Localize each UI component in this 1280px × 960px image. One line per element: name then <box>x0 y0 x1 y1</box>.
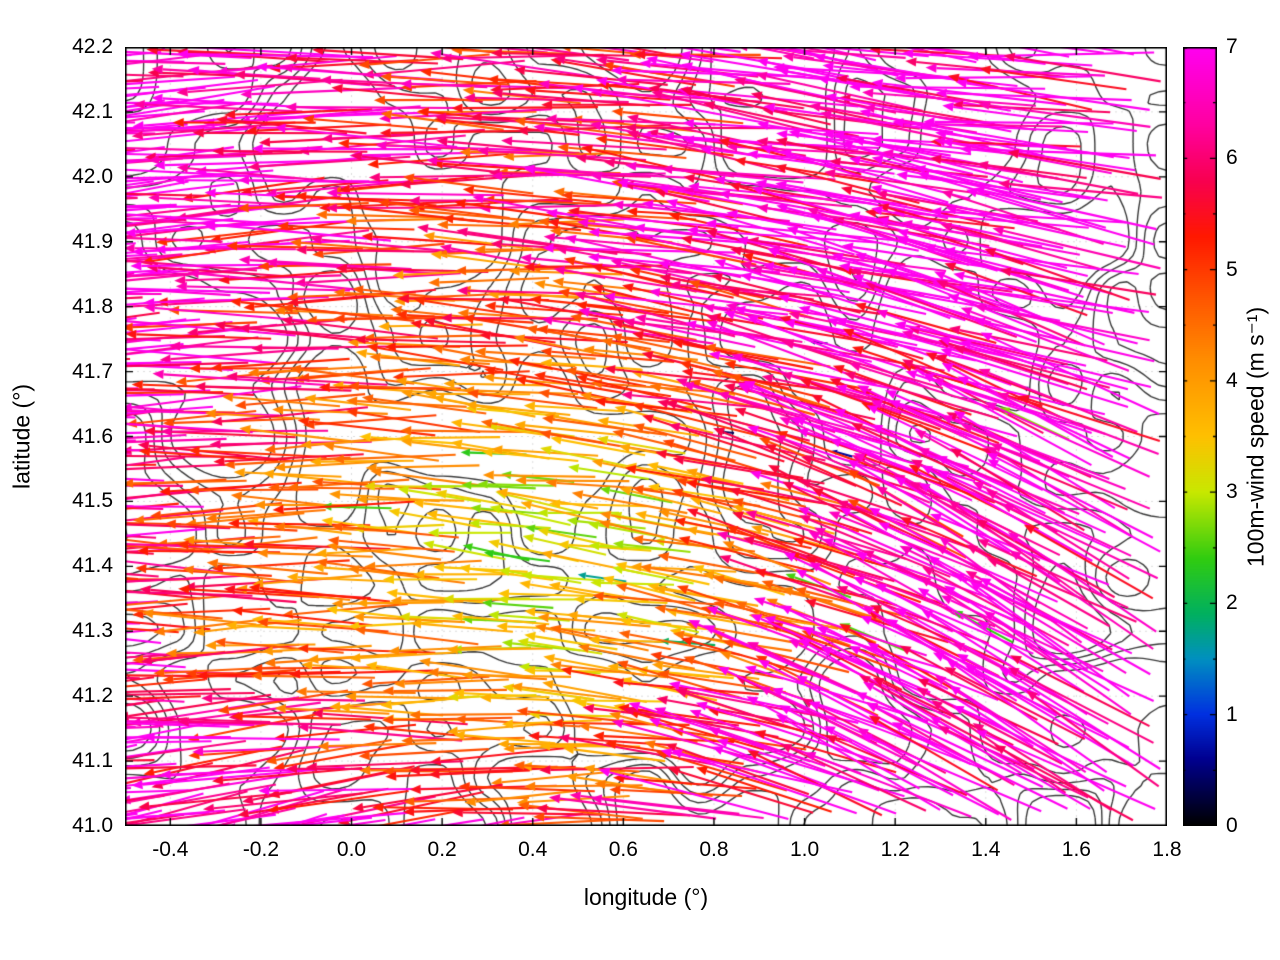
colorbar-tick-label: 3 <box>1226 480 1238 504</box>
y-tick-label: 41.5 <box>72 489 113 513</box>
x-tick-label: 0.4 <box>518 838 548 861</box>
y-tick-label: 41.8 <box>72 294 113 318</box>
y-tick-label: 41.7 <box>72 359 113 383</box>
y-axis-label: latitude (°) <box>8 383 35 490</box>
x-tick-label: -0.2 <box>242 838 279 861</box>
colorbar-tick-label: 1 <box>1226 702 1238 726</box>
x-tick-label: 1.0 <box>789 838 820 861</box>
y-tick-label: 41.1 <box>72 749 113 773</box>
x-tick-label: 0.6 <box>608 838 638 861</box>
y-tick-label: 42.2 <box>72 35 113 58</box>
colorbar-tick-label: 6 <box>1226 146 1238 170</box>
x-axis-label: longitude (°) <box>583 884 709 910</box>
x-tick-label: 0.0 <box>336 838 367 861</box>
colorbar-tick-label: 0 <box>1226 814 1238 837</box>
y-tick-label: 41.4 <box>72 554 113 578</box>
x-tick-label: 1.6 <box>1061 838 1091 861</box>
y-tick-label: 42.1 <box>72 99 113 123</box>
quiver-plot-canvas <box>125 47 1167 826</box>
x-tick-label: -0.4 <box>152 838 189 861</box>
colorbar-tick-label: 2 <box>1226 591 1238 615</box>
y-tick-label: 41.3 <box>72 619 113 643</box>
colorbar-canvas <box>1183 47 1217 826</box>
colorbar-label: 100m-wind speed (m s⁻¹) <box>1242 306 1269 567</box>
colorbar-tick-label: 4 <box>1226 368 1238 392</box>
x-tick-label: 1.8 <box>1152 838 1182 861</box>
colorbar-tick-label: 7 <box>1226 35 1238 58</box>
y-tick-label: 41.9 <box>72 229 113 253</box>
y-tick-label: 41.2 <box>72 684 113 708</box>
x-tick-label: 0.8 <box>699 838 729 861</box>
y-tick-label: 42.0 <box>72 164 113 188</box>
y-tick-label: 41.0 <box>72 814 113 837</box>
x-tick-label: 0.2 <box>427 838 457 861</box>
x-tick-label: 1.4 <box>971 838 1001 861</box>
y-tick-label: 41.6 <box>72 424 113 448</box>
colorbar-tick-label: 5 <box>1226 257 1238 281</box>
x-tick-label: 1.2 <box>880 838 910 861</box>
